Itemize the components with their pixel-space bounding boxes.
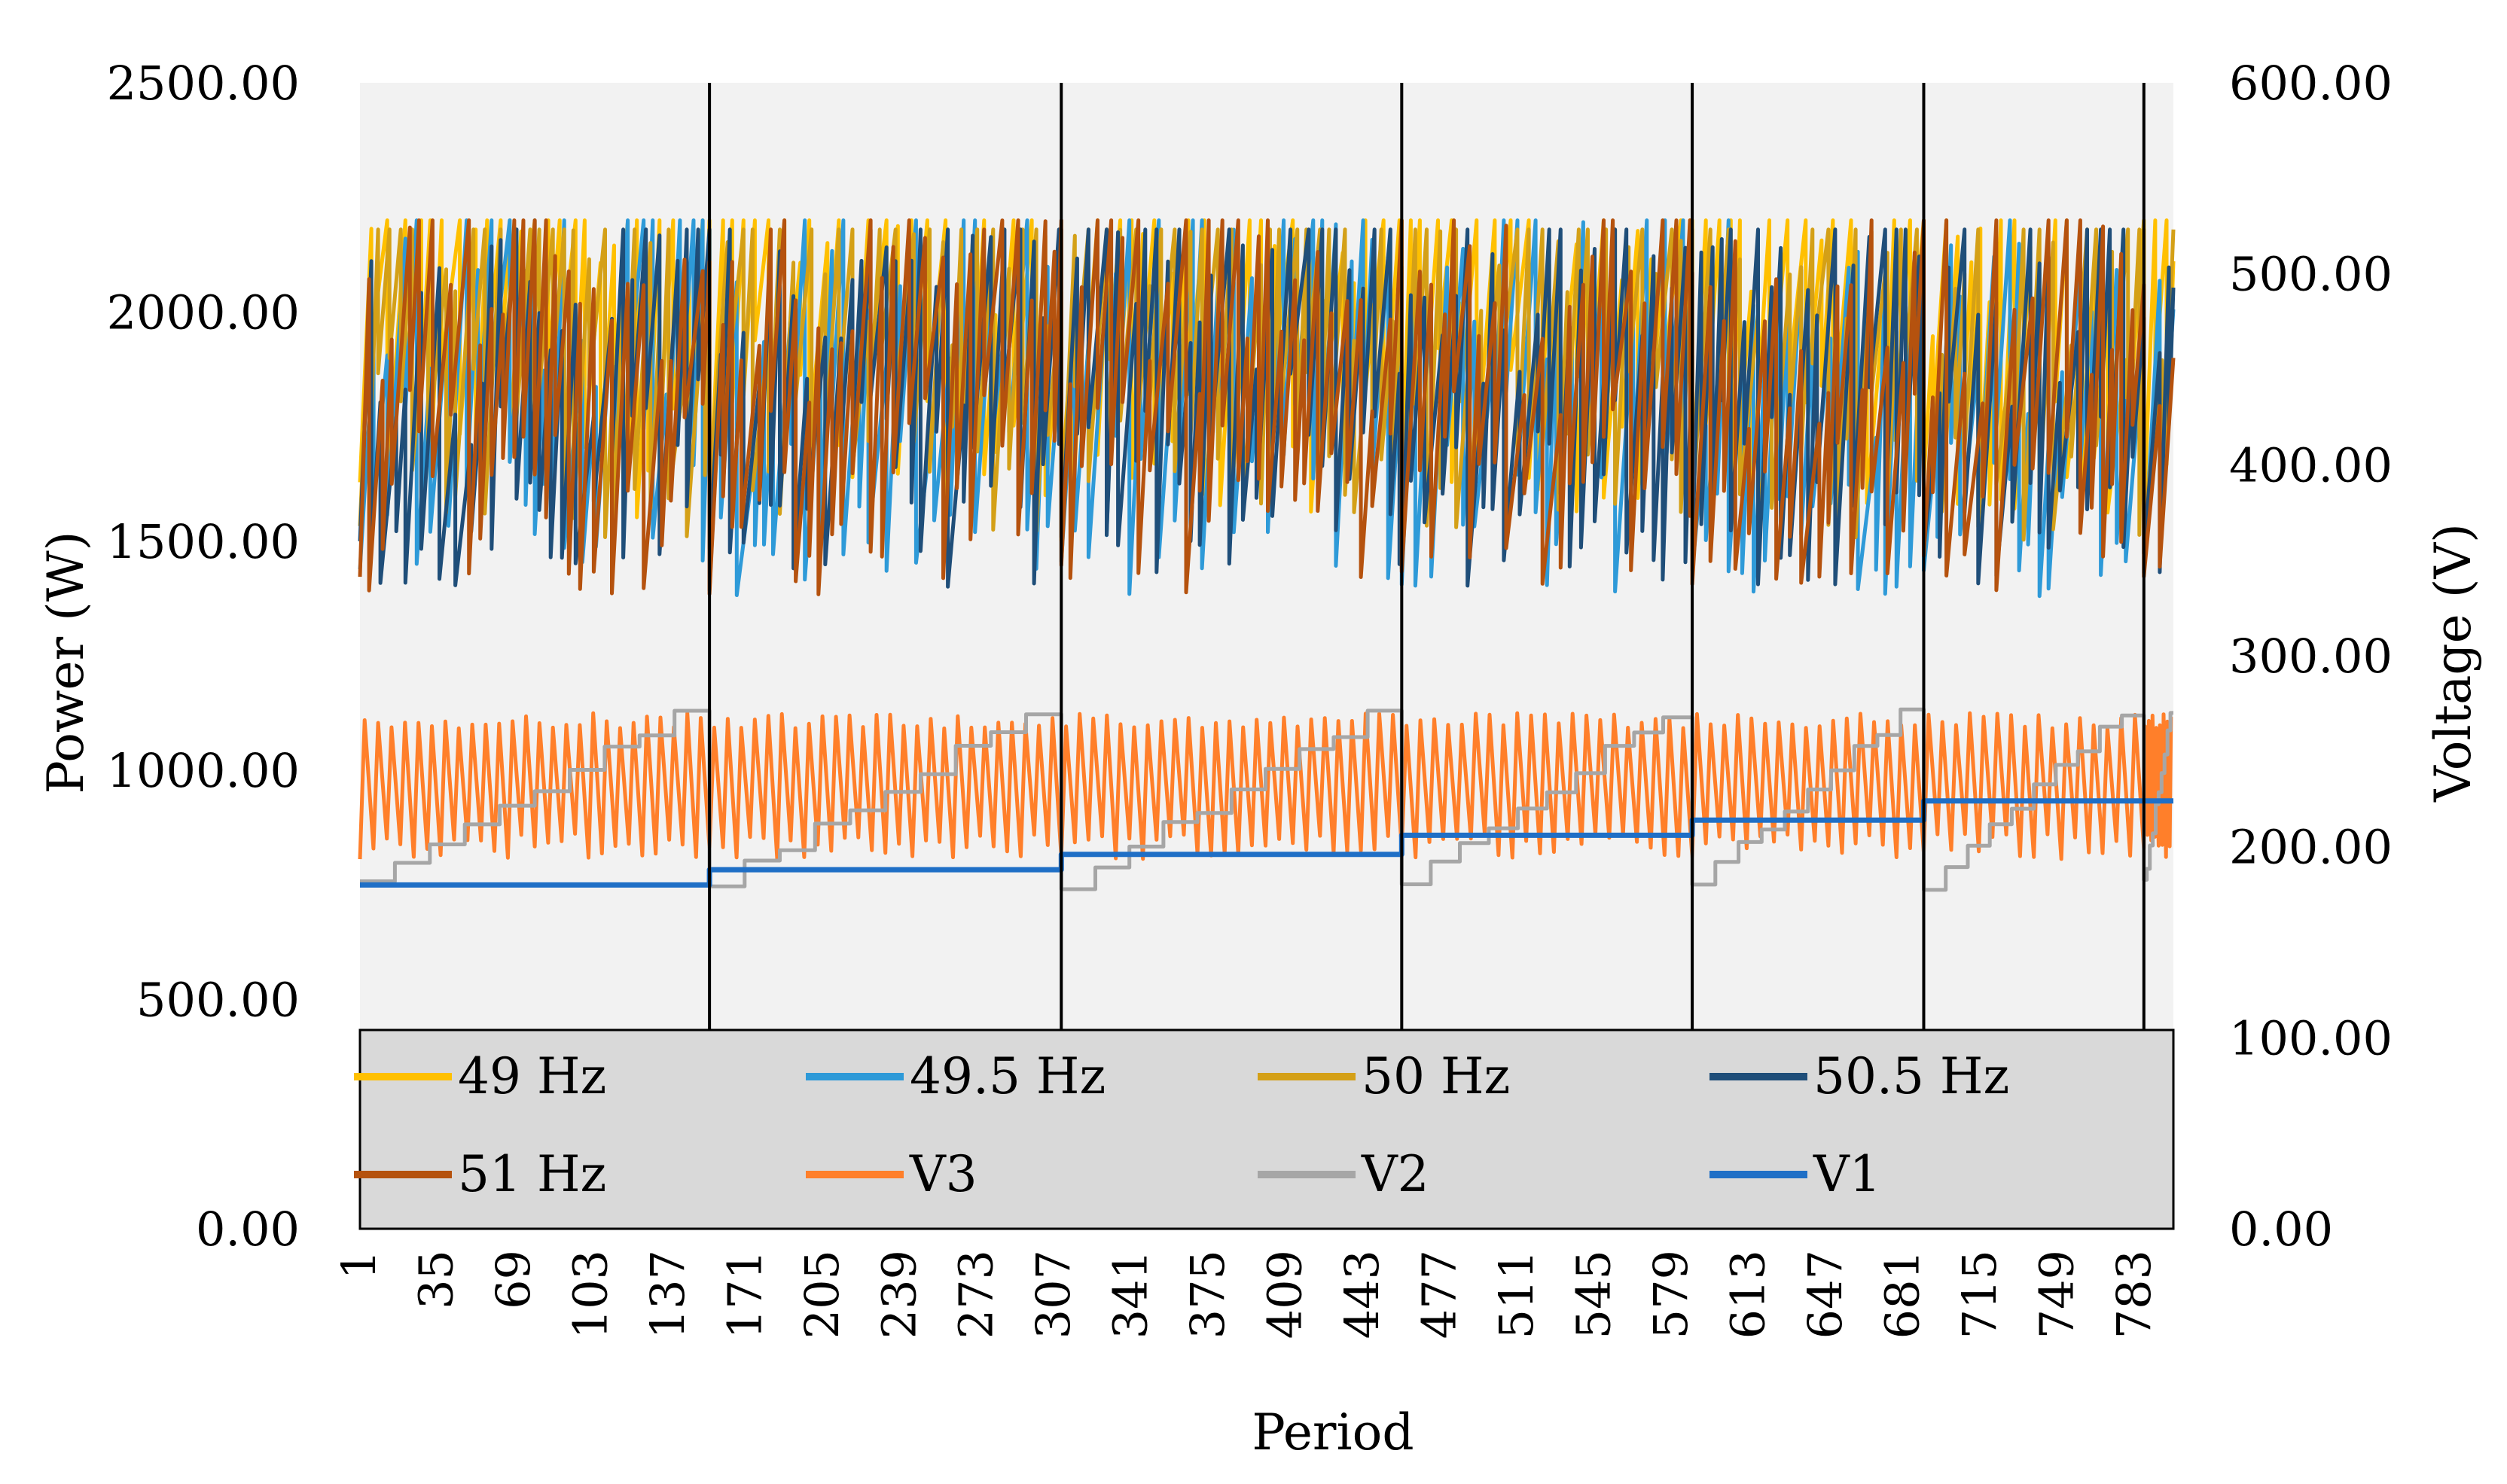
legend-label-50-5-hz: 50.5 Hz [1813,1047,2009,1105]
x-axis-ticks: 1 35 69 103 137 171 205 239 273 307 341 375 409 443 47… [331,1250,2161,1339]
x-axis-title: Period [1252,1403,1414,1461]
legend-label-51-hz: 51 Hz [458,1145,606,1203]
x-tick-label: 1 [331,1250,386,1279]
x-tick-label: 35 [409,1250,464,1309]
x-tick-label: 477 [1412,1250,1467,1339]
x-tick-label: 443 [1334,1250,1389,1339]
x-tick-label: 545 [1566,1250,1621,1339]
y2-tick-label: 600.00 [2229,56,2393,111]
x-tick-label: 375 [1180,1250,1235,1339]
y-tick-label: 500.00 [136,973,300,1028]
series-line-51-hz [358,218,2176,596]
legend: 49 Hz 49.5 Hz 50 Hz 50.5 Hz 51 Hz V3 V2 V1 [354,1028,2175,1230]
x-tick-label: 749 [2029,1250,2084,1339]
x-tick-label: 171 [717,1250,772,1339]
series-line-50-5-hz [358,227,2176,589]
legend-box [358,1028,2175,1230]
legend-label-v3: V3 [909,1145,977,1203]
series-line-v2 [360,707,2173,892]
y2-axis-ticks: 0.00 100.00 200.00 300.00 400.00 500.00 600.00 [2229,56,2393,1257]
y-tick-label: 2000.00 [107,285,300,340]
y2-tick-label: 300.00 [2229,629,2393,684]
x-tick-label: 205 [794,1250,849,1339]
y2-tick-label: 100.00 [2229,1010,2393,1065]
legend-items: 49 Hz 49.5 Hz 50 Hz 50.5 Hz 51 Hz V3 V2 V1 [354,1047,2009,1203]
x-tick-label: 681 [1874,1250,1929,1339]
x-tick-label: 103 [563,1250,618,1339]
legend-label-50-hz: 50 Hz [1362,1047,1510,1105]
y2-tick-label: 500.00 [2229,247,2393,302]
x-tick-label: 137 [640,1250,695,1339]
y2-axis-title: Voltage (V) [2424,523,2482,803]
legend-label-v2: V2 [1361,1145,1429,1203]
x-tick-label: 613 [1720,1250,1775,1339]
y-tick-label: 2500.00 [107,56,300,111]
series-line-v3 [358,711,2173,861]
y2-tick-label: 0.00 [2229,1202,2333,1257]
x-tick-label: 715 [1952,1250,2007,1339]
x-tick-label: 307 [1026,1250,1081,1339]
x-tick-label: 409 [1258,1250,1313,1339]
y-tick-label: 0.00 [196,1202,300,1257]
x-tick-label: 647 [1798,1250,1853,1339]
legend-label-v1: V1 [1813,1145,1881,1203]
x-tick-label: 239 [871,1250,926,1339]
y2-tick-label: 400.00 [2229,437,2393,492]
x-tick-label: 69 [486,1250,541,1309]
legend-label-49-5-hz: 49.5 Hz [910,1047,1106,1105]
x-tick-label: 579 [1643,1250,1698,1339]
y-axis-ticks: 0.00 500.00 1000.00 1500.00 2000.00 2500.00 [107,56,300,1257]
segment-boundaries [708,83,2146,1030]
legend-label-49-hz: 49 Hz [458,1047,606,1105]
y2-tick-label: 200.00 [2229,820,2393,875]
x-tick-label: 341 [1103,1250,1158,1339]
x-tick-label: 511 [1489,1250,1544,1339]
y-tick-label: 1500.00 [107,514,300,569]
x-tick-label: 783 [2106,1250,2161,1339]
y-tick-label: 1000.00 [107,743,300,798]
x-tick-label: 273 [949,1250,1004,1339]
y-axis-title: Power (W) [37,532,95,794]
